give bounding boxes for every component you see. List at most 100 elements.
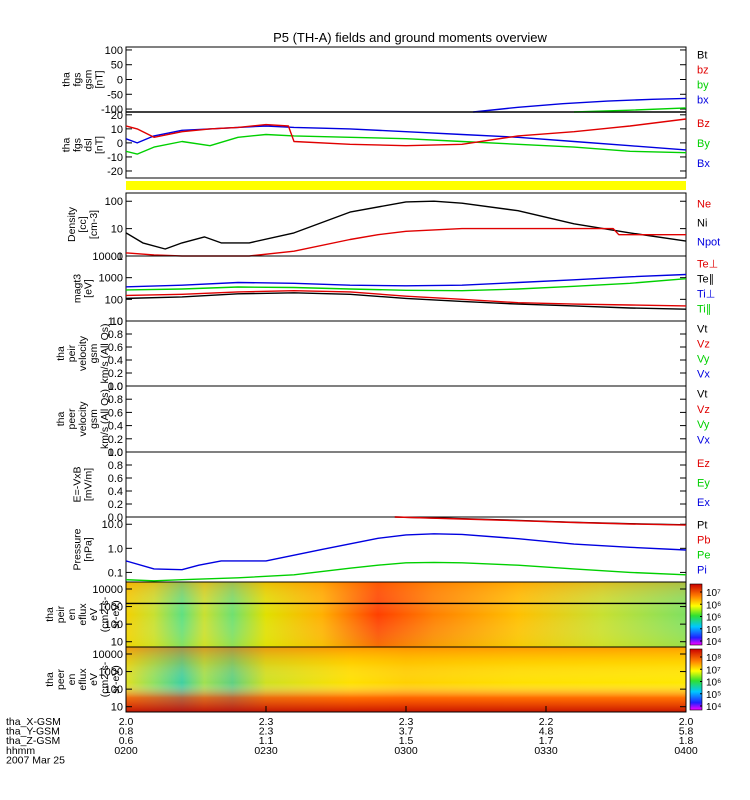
panel-p5: 10000 1000 100 10 magt3[eV] Te⊥ Te∥ Ti⊥ Ti∥ — [72, 251, 719, 328]
y-axis-label-line: fgs — [72, 138, 84, 152]
x-row-value: 0400 — [674, 745, 698, 757]
series-Bx — [125, 125, 687, 151]
y-axis-label: thapeirvelocitygsmkm/s (All Qs) — [55, 323, 111, 383]
y-tick-label: -100 — [101, 104, 123, 116]
x-row-value: 0300 — [394, 745, 418, 757]
series-Pi — [125, 533, 687, 571]
legend-Te⊥: Te⊥ — [697, 258, 718, 270]
colorbar-label: 10⁷ — [706, 665, 721, 676]
y-axis-label-line: tha — [44, 607, 56, 622]
series-Pe — [125, 561, 687, 582]
x-row-value: 2.3 — [259, 716, 274, 728]
y-tick-label: 50 — [111, 60, 123, 72]
y-tick-label: 0.0 — [108, 447, 123, 459]
legend-Vy: Vy — [697, 354, 710, 366]
series-Ti⊥ — [125, 273, 687, 288]
legend-Ni: Ni — [697, 217, 707, 229]
legend-Bx: Bx — [697, 158, 710, 170]
legend-Ey: Ey — [697, 477, 710, 489]
legend-Vx: Vx — [697, 435, 710, 447]
y-tick-label: 100 — [105, 196, 123, 208]
y-axis-label-line: (cm2-s- — [99, 661, 111, 697]
y-axis-label-line: eV — [88, 608, 100, 621]
x-row-value: 1.7 — [539, 735, 554, 747]
y-axis-label-line: velocity — [77, 335, 89, 371]
legend-Vz: Vz — [697, 404, 710, 416]
panel-frame — [125, 385, 687, 453]
y-tick-label: 10000 — [92, 649, 123, 661]
y-tick-label: -10 — [107, 152, 123, 164]
y-tick-label: 10 — [111, 316, 123, 328]
y-axis-label-line: tha — [61, 72, 73, 87]
panel-p10: 10⁷10⁶10⁶10⁵10⁴10000100010010thapeirenef… — [44, 581, 721, 649]
x-row-label: tha_Y-GSM — [6, 726, 60, 738]
legend-Pe: Pe — [697, 550, 710, 562]
y-axis-label-line: [eV] — [83, 279, 95, 298]
series-Ni — [125, 200, 687, 250]
spectrogram-shading-p11 — [126, 647, 686, 712]
y-axis-label-line: [mV/m] — [83, 468, 95, 501]
x-row-value: 4.8 — [539, 726, 554, 738]
y-axis-label-line: Density — [66, 206, 78, 242]
y-axis-label-line: [nPa] — [83, 537, 95, 562]
legend-Ex: Ex — [697, 497, 710, 509]
x-row-value: 0.8 — [119, 726, 134, 738]
legend-Bt: Bt — [697, 49, 707, 61]
legend-Bz: Bz — [697, 118, 710, 130]
y-tick-label: 1.0 — [108, 316, 123, 328]
legend-Ez: Ez — [697, 458, 710, 470]
y-axis-label-line: en — [66, 674, 78, 686]
x-row-value: 0.6 — [119, 735, 134, 747]
y-tick-label: 0 — [117, 138, 123, 150]
y-axis-label-line: [cm-3] — [88, 210, 100, 239]
y-tick-label: -50 — [107, 89, 123, 101]
y-tick-label: 1.0 — [108, 447, 123, 459]
y-axis-label-line: gsm — [88, 409, 100, 429]
y-tick-label: 100 — [105, 294, 123, 306]
legend-By: By — [697, 138, 710, 150]
legend-Vt: Vt — [697, 323, 707, 335]
y-axis-label-line: peir — [66, 344, 78, 362]
x-row-value: 2.2 — [539, 716, 554, 728]
colorbar-label: 10⁶ — [706, 678, 721, 689]
x-row-value: 0330 — [534, 745, 558, 757]
y-axis-label-line: Pressure — [72, 528, 84, 570]
legend-Vy: Vy — [697, 419, 710, 431]
x-row-value: 1.8 — [679, 735, 694, 747]
series-by — [573, 107, 687, 113]
y-tick-label: 0.2 — [108, 434, 123, 446]
x-row-label: tha_X-GSM — [6, 716, 61, 728]
panel-frame — [125, 451, 687, 518]
series-Ti∥ — [125, 278, 687, 292]
y-tick-label: 0.4 — [108, 355, 123, 367]
x-row-value: 2.0 — [119, 716, 134, 728]
panel-frame — [125, 111, 687, 179]
panel-p1: 100 50 0 -50 -100 thafgsgsm[nT] Bt bz by bx — [61, 45, 710, 116]
y-axis-label-line: velocity — [77, 401, 89, 437]
y-tick-label: 0.2 — [108, 499, 123, 511]
y-tick-label: -20 — [107, 166, 123, 178]
y-tick-label: 0.8 — [108, 460, 123, 472]
x-row-value: 0200 — [114, 745, 138, 757]
date-label: 2007 Mar 25 — [6, 754, 65, 766]
legend-bx: bx — [697, 95, 709, 107]
y-tick-label: 1000 — [99, 667, 123, 679]
x-row-label: hhmm — [6, 745, 35, 757]
y-axis-label-line: peer — [55, 668, 67, 690]
series-Te⊥ — [125, 290, 687, 307]
y-axis-label: thafgsdsl[nT] — [61, 136, 106, 154]
chart-title: P5 (TH-A) fields and ground moments over… — [273, 30, 547, 45]
y-axis-label: E=-VxB[mV/m] — [72, 467, 95, 503]
y-axis-label-line: km/s (All Qs) — [99, 323, 111, 383]
y-axis-label-line: eV — [88, 673, 100, 686]
y-axis-label-line: dsl — [83, 138, 95, 151]
colorbar-label: 10⁶ — [706, 613, 721, 624]
legend-Pt: Pt — [697, 519, 707, 531]
y-axis-label: thafgsgsm[nT] — [61, 69, 106, 89]
colorbar-label: 10⁵ — [706, 625, 721, 636]
y-axis-label-line: (cm2-s- — [99, 596, 111, 632]
colorbar-label: 10⁷ — [706, 588, 721, 599]
